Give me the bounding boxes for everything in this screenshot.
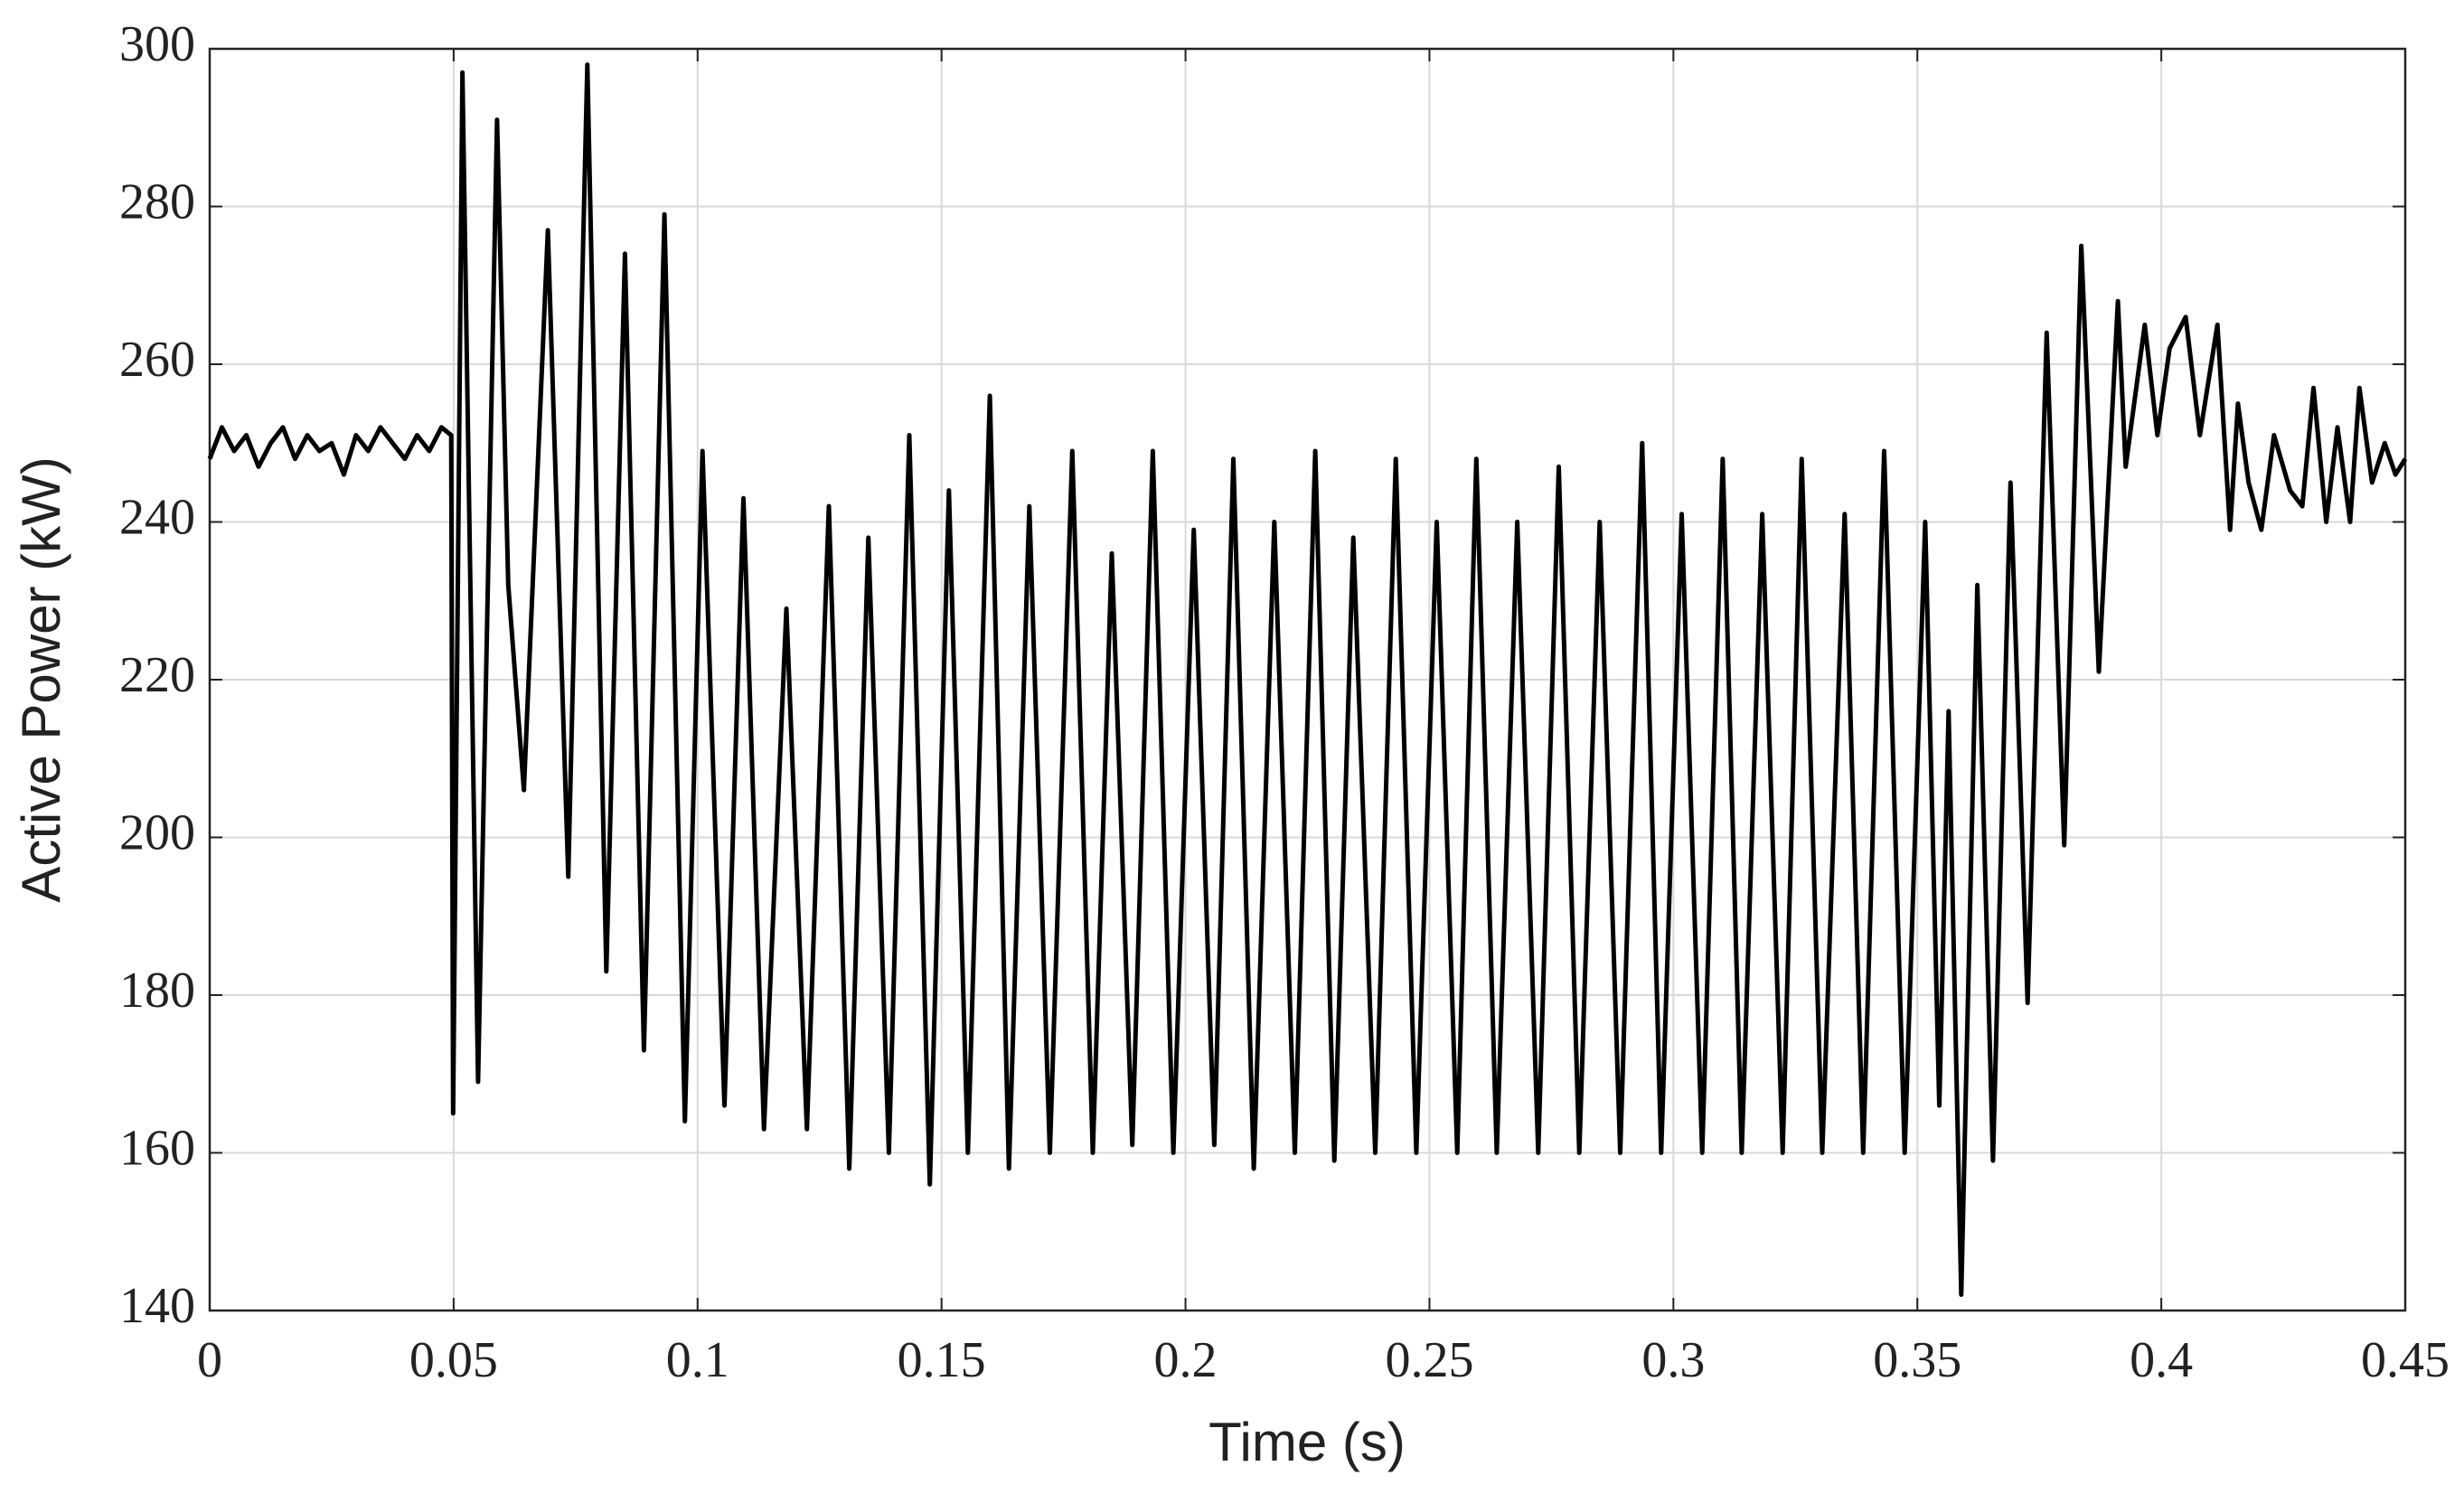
y-tick-label: 260	[119, 332, 195, 388]
y-tick-label: 200	[119, 804, 195, 860]
y-tick-label: 220	[119, 647, 195, 703]
x-tick-label: 0.15	[898, 1332, 986, 1388]
y-tick-label: 280	[119, 174, 195, 230]
y-tick-label: 300	[119, 16, 195, 72]
x-tick-label: 0.45	[2361, 1332, 2450, 1388]
x-tick-label: 0.1	[666, 1332, 729, 1388]
y-tick-label: 160	[119, 1120, 195, 1176]
x-tick-label: 0.3	[1641, 1332, 1705, 1388]
plot-frame	[208, 47, 2407, 1312]
x-tick-label: 0.4	[2130, 1332, 2193, 1388]
x-tick-label: 0.35	[1873, 1332, 1961, 1388]
y-tick-label: 240	[119, 489, 195, 545]
x-tick-label: 0.2	[1154, 1332, 1218, 1388]
x-axis-label: Time (s)	[1208, 1412, 1406, 1472]
y-axis-label: Active Power (kW)	[11, 456, 71, 902]
y-tick-label: 180	[119, 963, 195, 1019]
y-tick-label: 140	[119, 1278, 195, 1334]
x-tick-label: 0.25	[1385, 1332, 1473, 1388]
data-line	[207, 62, 2408, 1297]
x-tick-label: 0.05	[409, 1332, 498, 1388]
x-tick-label: 0	[197, 1332, 222, 1388]
